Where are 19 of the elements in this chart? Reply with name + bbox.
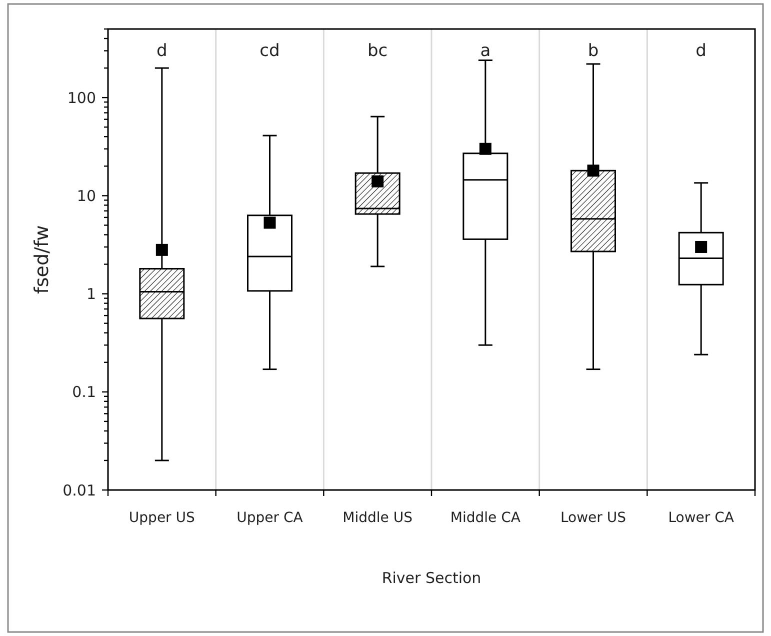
x-tick-label: Lower US [560,510,626,526]
x-tick-label: Lower CA [668,510,734,526]
y-tick-label: 100 [67,88,96,107]
y-axis-title: fsed/fw [31,225,53,294]
y-tick-label: 0.01 [62,481,96,500]
x-tick-label: Middle CA [450,510,521,526]
y-tick-label: 10 [76,186,96,205]
annotation: a [480,41,491,61]
x-axis-title: River Section [382,569,482,587]
annotation: d [696,41,706,61]
y-tick-label: 1 [86,285,96,304]
annotation: bc [368,41,388,61]
x-tick-label: Upper CA [236,510,304,526]
annotation: d [156,41,168,61]
y-tick-label: 0.1 [72,383,96,402]
x-tick-label: Middle US [342,510,413,526]
x-tick-label: Upper US [128,510,196,526]
annotation: b [588,41,599,61]
annotation: cd [260,41,280,61]
